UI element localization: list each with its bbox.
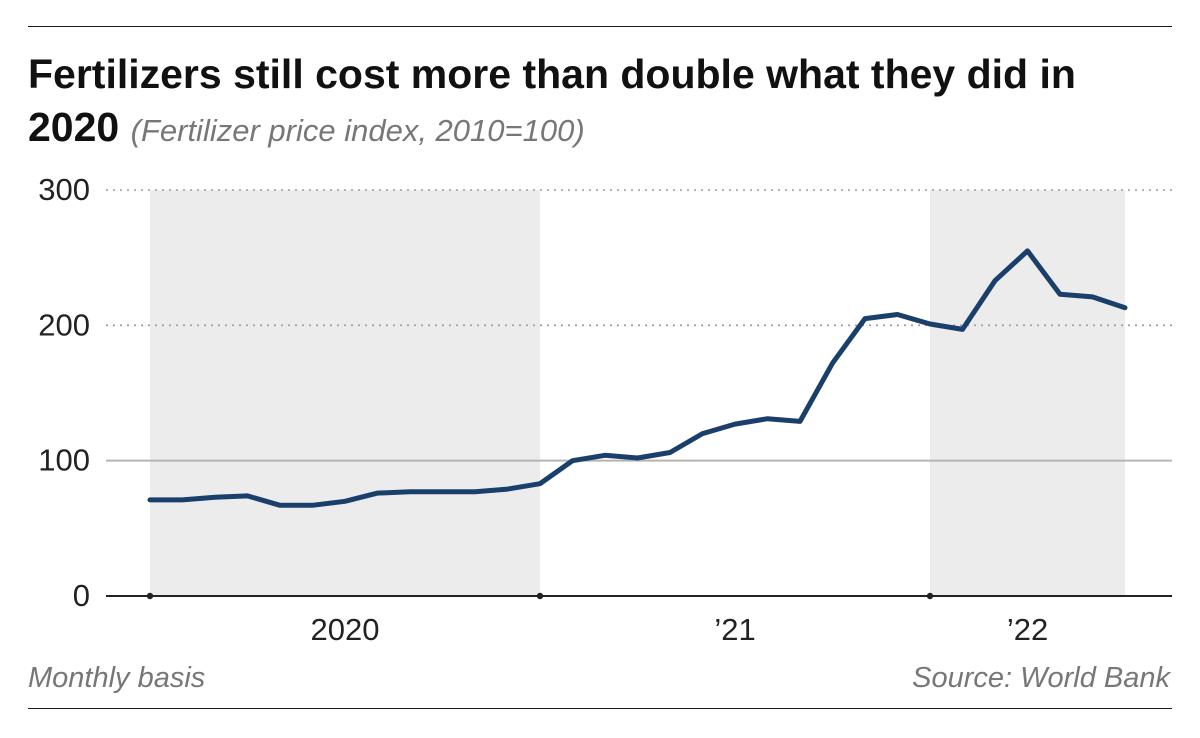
data-point-16: [668, 450, 673, 455]
shaded-band-2: [930, 190, 1125, 596]
x-tick-label-1: ’21: [714, 612, 755, 647]
data-point-28: [1058, 292, 1063, 297]
y-tick-label-3: 300: [38, 172, 90, 207]
footnote: Monthly basis: [28, 662, 206, 694]
data-point-19: [765, 416, 770, 421]
data-point-12: [538, 481, 543, 486]
y-tick-label-2: 200: [38, 307, 90, 342]
data-point-29: [1090, 294, 1095, 299]
data-point-25: [960, 327, 965, 332]
data-point-21: [830, 361, 835, 366]
chart-title: Fertilizers still cost more than double …: [28, 51, 1076, 150]
data-point-20: [798, 419, 803, 424]
y-tick-label-0: 0: [73, 578, 90, 613]
shaded-band-0: [150, 190, 540, 596]
year-tick-0: [146, 592, 154, 600]
data-point-10: [473, 489, 478, 494]
data-point-22: [863, 316, 868, 321]
x-tick-label-0: 2020: [311, 612, 380, 647]
data-point-4: [278, 503, 283, 508]
data-point-6: [343, 499, 348, 504]
data-point-15: [635, 455, 640, 460]
data-point-17: [700, 431, 705, 436]
data-point-0: [148, 497, 153, 502]
data-point-3: [245, 493, 250, 498]
year-tick-1: [536, 592, 544, 600]
source-note: Source: World Bank: [912, 662, 1170, 694]
x-tick-label-2: ’22: [1007, 612, 1048, 647]
data-point-30: [1123, 305, 1128, 310]
y-tick-label-1: 100: [38, 443, 90, 478]
top-rule: [28, 26, 1172, 27]
data-point-13: [570, 458, 575, 463]
data-point-14: [603, 453, 608, 458]
series-line-fertilizer-price-index: [147, 248, 1128, 508]
data-point-1: [180, 497, 185, 502]
data-point-23: [895, 312, 900, 317]
data-point-9: [440, 489, 445, 494]
data-point-27: [1025, 248, 1030, 253]
data-point-8: [408, 489, 413, 494]
data-point-11: [505, 487, 510, 492]
data-point-2: [213, 495, 218, 500]
chart-title-block: Fertilizers still cost more than double …: [28, 48, 1178, 157]
data-point-5: [310, 503, 315, 508]
bottom-rule: [28, 708, 1172, 709]
year-tick-2: [926, 592, 934, 600]
data-point-24: [928, 321, 933, 326]
data-point-26: [993, 278, 998, 283]
chart-subtitle: (Fertilizer price index, 2010=100): [130, 113, 585, 148]
data-point-7: [375, 491, 380, 496]
data-point-18: [733, 422, 738, 427]
